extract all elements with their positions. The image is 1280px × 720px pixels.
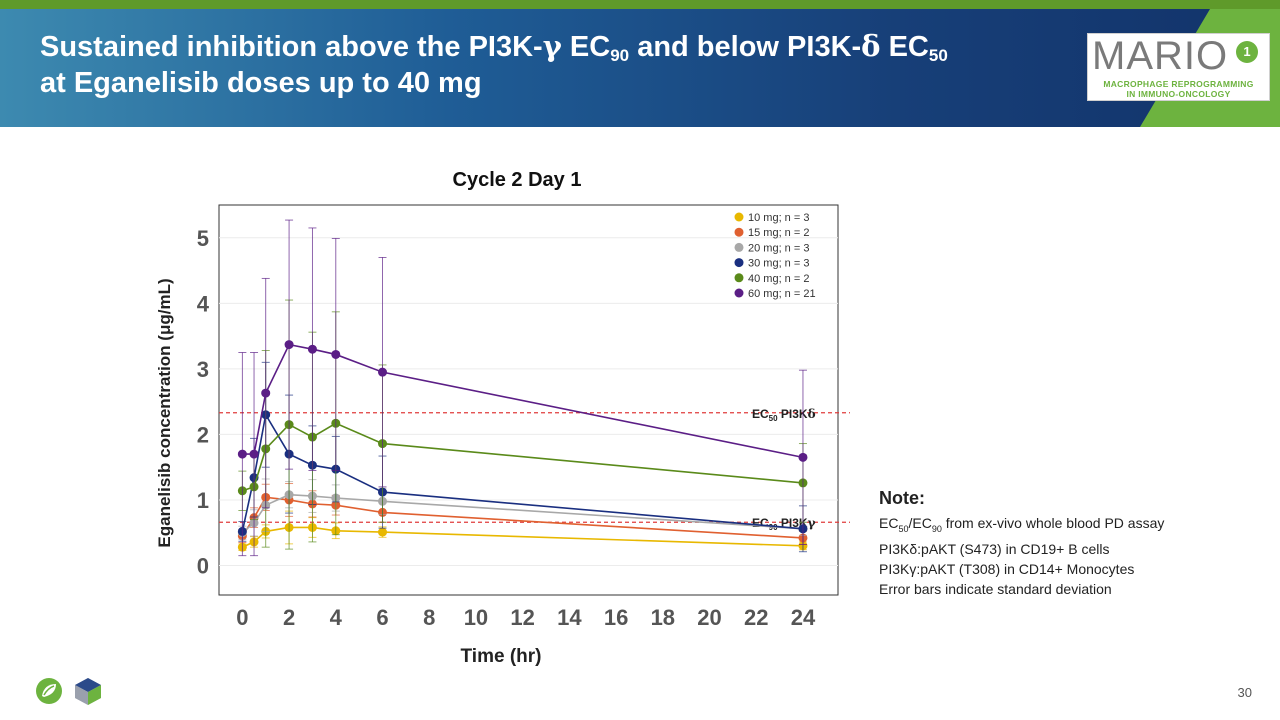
legend-marker [734, 273, 744, 283]
reference-line-label: EC50 PI3Kδ [752, 407, 816, 423]
x-tick-label: 4 [330, 605, 343, 630]
data-point [798, 452, 808, 462]
x-axis-label: Time (hr) [461, 646, 542, 667]
logo-word: MARIO [1092, 34, 1229, 78]
legend-marker [734, 242, 744, 252]
legend-marker [734, 212, 744, 222]
legend-label: 60 mg; n = 21 [748, 288, 816, 300]
series-line [242, 422, 804, 492]
logo-subtitle-1: MACROPHAGE REPROGRAMMING [1103, 79, 1254, 89]
note-line-2: PI3Kδ:pAKT (S473) in CD19+ B cells [879, 540, 1110, 557]
data-point [378, 367, 388, 377]
x-tick-label: 6 [376, 605, 388, 630]
x-tick-label: 22 [744, 605, 768, 630]
data-point [307, 344, 317, 354]
x-tick-label: 8 [423, 605, 435, 630]
data-point [331, 349, 341, 359]
note-line-3: PI3Kγ:pAKT (T308) in CD14+ Monocytes [879, 560, 1135, 577]
plot-frame [218, 204, 839, 596]
legend-label: 20 mg; n = 3 [748, 242, 809, 254]
legend-label: 40 mg; n = 2 [748, 273, 809, 285]
legend: 10 mg; n = 3 15 mg; n = 2 20 mg; n = 3 30 m… [734, 212, 816, 300]
legend-label: 10 mg; n = 3 [748, 212, 809, 224]
series-line [242, 343, 804, 459]
note-line-1: EC50/EC90 from ex-vivo whole blood PD as… [879, 515, 1165, 534]
company-logo-icon-1 [36, 678, 62, 704]
company-logo-icon-2 [75, 678, 101, 705]
y-axis-label: Eganelisib concentration (μg/mL) [155, 278, 174, 547]
y-tick-label: 5 [197, 226, 209, 251]
x-tick-label: 18 [651, 605, 675, 630]
page-number: 30 [1237, 685, 1252, 700]
x-tick-label: 12 [510, 605, 534, 630]
x-tick-label: 20 [697, 605, 721, 630]
x-tick-label: 24 [791, 605, 816, 630]
y-tick-label: 0 [197, 554, 209, 579]
chart-title: Cycle 2 Day 1 [453, 169, 582, 191]
legend-marker [734, 288, 744, 298]
y-tick-label: 1 [197, 488, 209, 513]
logo-badge: 1 [1236, 41, 1258, 63]
series-line [241, 412, 804, 532]
data-point [237, 449, 247, 459]
mario-logo: MARIO 1 MACROPHAGE REPROGRAMMING IN IMMU… [1087, 33, 1270, 101]
legend-label: 15 mg; n = 2 [748, 227, 809, 239]
legend-marker [734, 258, 744, 268]
x-tick-label: 0 [236, 605, 248, 630]
x-tick-label: 10 [464, 605, 488, 630]
series-6 [237, 219, 808, 557]
note-line-4: Error bars indicate standard deviation [879, 580, 1112, 597]
data-point [249, 449, 259, 459]
legend-marker [734, 227, 744, 237]
note-title: Note: [879, 488, 925, 508]
x-tick-label: 16 [604, 605, 628, 630]
y-tick-label: 2 [197, 422, 209, 447]
y-tick-label: 4 [197, 291, 210, 316]
y-tick-label: 3 [197, 357, 209, 382]
data-point [261, 388, 271, 398]
slide-title: Sustained inhibition above the PI3K-γ EC… [40, 29, 948, 99]
x-tick-label: 14 [557, 605, 582, 630]
x-tick-label: 2 [283, 605, 295, 630]
logo-subtitle-2: IN IMMUNO-ONCOLOGY [1126, 89, 1231, 99]
legend-label: 30 mg; n = 3 [748, 258, 809, 270]
note-box: Note: EC50/EC90 from ex-vivo whole blood… [879, 488, 1164, 599]
data-point [378, 527, 388, 537]
data-point [284, 340, 294, 350]
top-stripe [0, 0, 1280, 9]
